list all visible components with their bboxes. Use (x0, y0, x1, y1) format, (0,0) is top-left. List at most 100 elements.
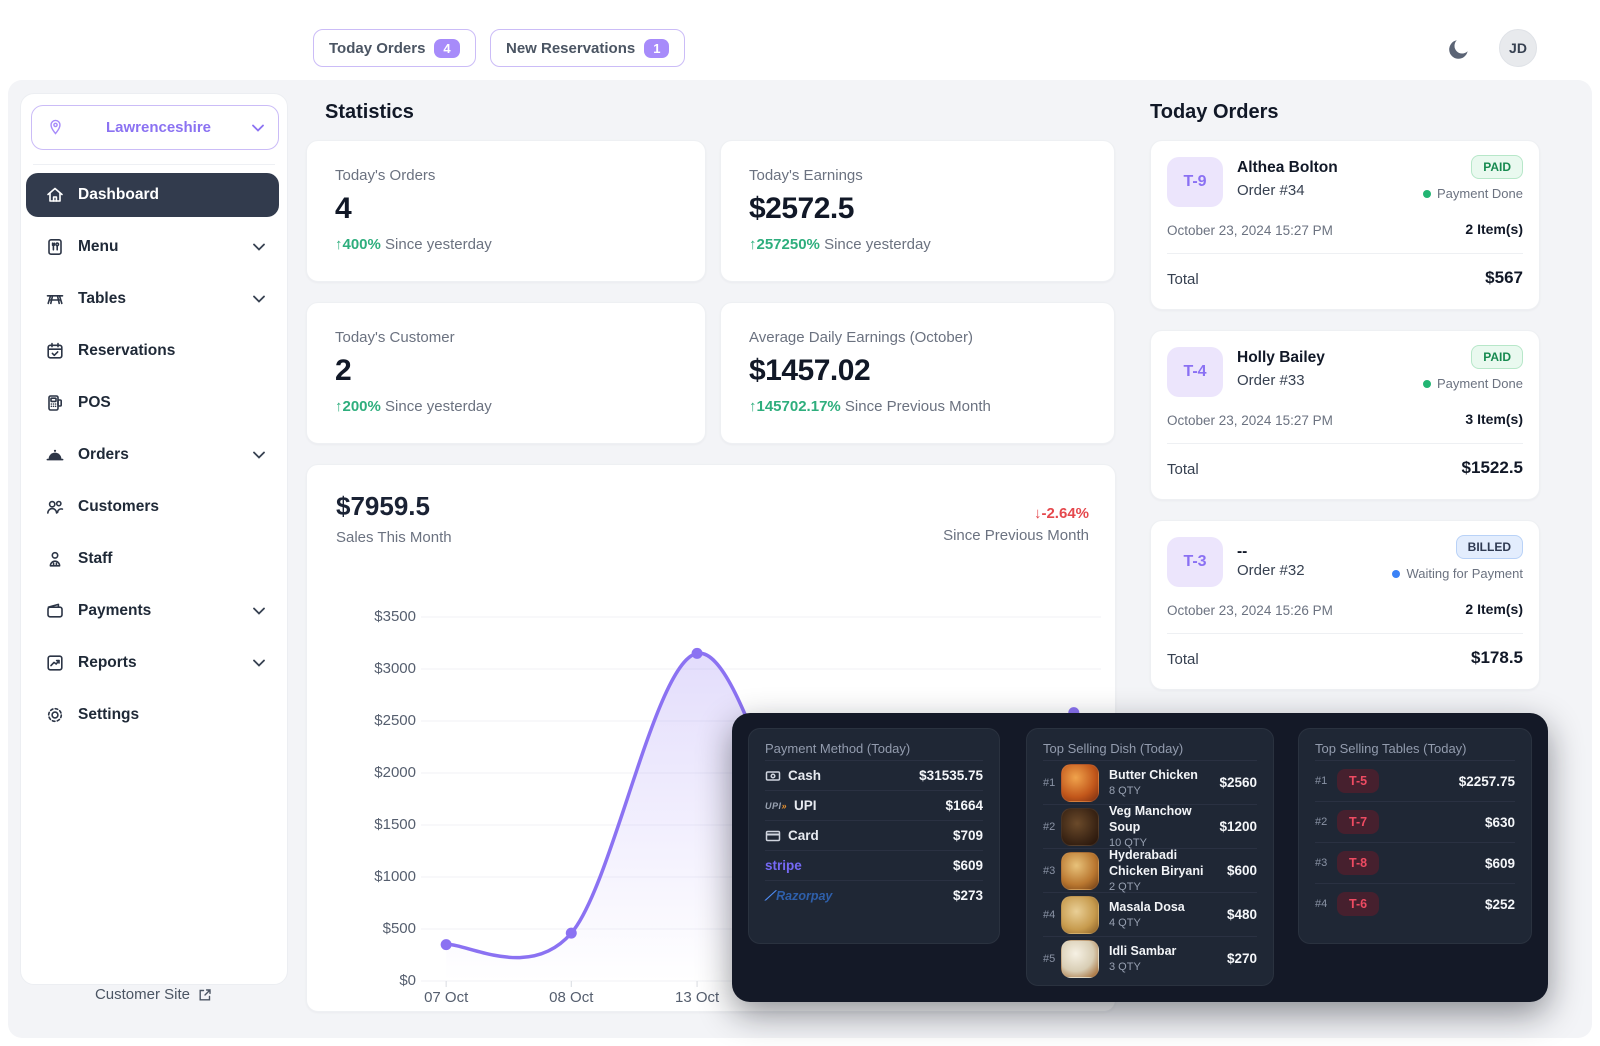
top-selling-dish-title: Top Selling Dish (Today) (1043, 741, 1184, 756)
order-total: $178.5 (1471, 648, 1523, 667)
x-axis-tick-label: 13 Oct (674, 989, 720, 1006)
insights-overlay: Payment Method (Today) Cash $31535.75 UP… (732, 713, 1548, 1002)
sidebar-item-label: Settings (78, 706, 140, 723)
total-label: Total (1167, 271, 1199, 288)
customer-site-link[interactable]: Customer Site (20, 986, 288, 1003)
y-axis-tick-label: $0 (399, 972, 416, 989)
chart-y-axis-labels: $0 $500 $1000 $1500 $2000 $2500 $3000 $3500 (331, 608, 416, 989)
sidebar-item-label: Payments (78, 602, 152, 619)
sidebar-item-reports[interactable]: Reports (26, 641, 279, 685)
trend-up-arrow-icon: ↑ (335, 398, 343, 415)
today-orders-button[interactable]: Today Orders 4 (313, 29, 476, 67)
total-label: Total (1167, 651, 1199, 668)
sidebar-item-label: Reservations (78, 342, 176, 359)
payment-row-upi: UPI» UPI $1664 (765, 790, 983, 820)
stat-change: ↑200% Since yesterday (335, 398, 492, 415)
dish-photo (1061, 763, 1099, 802)
sidebar-item-tables[interactable]: Tables (26, 277, 279, 321)
chevron-down-icon (253, 243, 265, 251)
users-icon (44, 496, 66, 518)
dark-mode-toggle[interactable] (1441, 31, 1477, 67)
today-orders-button-label: Today Orders (329, 39, 426, 57)
sales-total: $7959.5 (336, 491, 430, 521)
sidebar-item-dashboard[interactable]: Dashboard (26, 173, 279, 217)
green-dot-icon (1423, 379, 1431, 388)
order-datetime: October 23, 2024 15:27 PM (1167, 413, 1333, 428)
calendar-check-icon (44, 340, 66, 362)
payment-method-panel: Payment Method (Today) Cash $31535.75 UP… (748, 728, 1000, 944)
y-axis-tick-label: $500 (382, 920, 416, 937)
razorpay-logo-icon: ⟋ (765, 887, 775, 903)
order-total: $1522.5 (1461, 458, 1523, 477)
customer-name: Althea Bolton (1237, 159, 1338, 176)
location-pin-icon (50, 119, 61, 135)
customer-site-label: Customer Site (94, 986, 191, 1003)
stat-label: Today's Earnings (749, 167, 863, 184)
sidebar-item-menu[interactable]: Menu (26, 225, 279, 269)
new-reservations-button[interactable]: New Reservations 1 (490, 29, 686, 67)
dish-row: #1 Butter Chicken 8 QTY $2560 (1043, 760, 1257, 804)
order-card[interactable]: T-9 Althea Bolton Order #34 PAID Payment… (1150, 140, 1540, 310)
order-datetime: October 23, 2024 15:27 PM (1167, 223, 1333, 238)
top-bar: Today Orders 4 New Reservations 1 JD (0, 0, 1600, 80)
chevron-down-icon (253, 451, 265, 459)
stat-card-todays-orders: Today's Orders 4 ↑400% Since yesterday (306, 140, 706, 282)
order-card[interactable]: T-4 Holly Bailey Order #33 PAID Payment … (1150, 330, 1540, 500)
payment-status: Payment Done (1423, 186, 1523, 201)
new-reservations-button-label: New Reservations (506, 39, 636, 57)
sidebar-item-label: POS (78, 394, 111, 411)
chart-x-axis-labels: 07 Oct 08 Oct 13 Oct (421, 989, 1101, 1011)
stat-value: 2 (335, 354, 352, 387)
y-axis-tick-label: $2000 (374, 764, 416, 781)
table-badge: T-9 (1167, 157, 1223, 207)
stat-label: Average Daily Earnings (October) (749, 329, 973, 346)
sidebar-item-staff[interactable]: Staff (26, 537, 279, 581)
payment-method-title: Payment Method (Today) (765, 741, 911, 756)
stat-label: Today's Orders (335, 167, 436, 184)
sidebar-item-customers[interactable]: Customers (26, 485, 279, 529)
chevron-down-icon (253, 659, 265, 667)
sidebar-item-reservations[interactable]: Reservations (26, 329, 279, 373)
payment-row-card: Card $709 (765, 820, 983, 850)
y-axis-tick-label: $1000 (374, 868, 416, 885)
stat-value: $2572.5 (749, 192, 854, 225)
table-rank-row: #4 T-6 $252 (1315, 883, 1515, 924)
wallet-icon (44, 600, 66, 622)
stat-card-average-daily-earnings: Average Daily Earnings (October) $1457.0… (720, 302, 1115, 444)
top-selling-dish-panel: Top Selling Dish (Today) #1 Butter Chick… (1026, 728, 1274, 986)
location-selector[interactable]: Lawrenceshire (31, 105, 279, 150)
status-badge: PAID (1471, 155, 1523, 179)
sidebar-item-label: Dashboard (78, 186, 159, 203)
x-axis-tick-label: 07 Oct (424, 989, 469, 1006)
cloche-icon (44, 444, 66, 466)
user-avatar[interactable]: JD (1499, 29, 1537, 67)
sidebar-item-pos[interactable]: POS (26, 381, 279, 425)
chevron-down-icon (253, 607, 265, 615)
stat-value: 4 (335, 192, 352, 225)
table-rank-row: #2 T-7 $630 (1315, 801, 1515, 842)
order-card[interactable]: T-3 -- Order #32 BILLED Waiting for Paym… (1150, 520, 1540, 690)
external-link-icon (199, 988, 211, 1000)
order-items-count: 2 Item(s) (1465, 221, 1523, 237)
dish-photo (1061, 851, 1099, 890)
sidebar-item-settings[interactable]: Settings (26, 693, 279, 737)
chevron-down-icon (252, 124, 264, 132)
chevron-down-icon (253, 295, 265, 303)
table-badge: T-7 (1337, 810, 1380, 834)
y-axis-tick-label: $3000 (374, 660, 416, 677)
sidebar-item-label: Orders (78, 446, 129, 463)
payment-row-cash: Cash $31535.75 (765, 760, 983, 790)
payment-status: Payment Done (1423, 376, 1523, 391)
stat-card-todays-earnings: Today's Earnings $2572.5 ↑257250% Since … (720, 140, 1115, 282)
dish-row: #5 Idli Sambar 3 QTY $270 (1043, 936, 1257, 980)
blue-dot-icon (1392, 569, 1401, 578)
table-badge: T-6 (1337, 892, 1380, 916)
trend-up-arrow-icon: ↑ (749, 236, 757, 253)
dish-photo (1061, 895, 1099, 934)
trend-down-arrow-icon: ↓ (1033, 505, 1042, 522)
location-name: Lawrenceshire (105, 119, 212, 136)
sidebar-item-payments[interactable]: Payments (26, 589, 279, 633)
order-items-count: 3 Item(s) (1465, 411, 1523, 427)
pos-terminal-icon (44, 392, 66, 414)
sidebar-item-orders[interactable]: Orders (26, 433, 279, 477)
